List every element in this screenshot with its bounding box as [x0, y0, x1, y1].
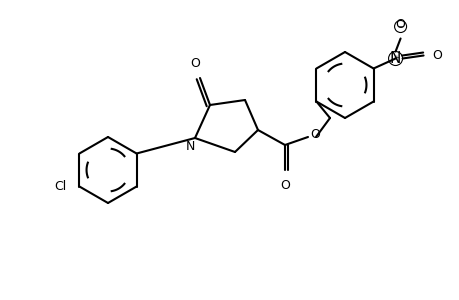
Text: N: N	[389, 51, 400, 66]
Text: −: −	[397, 23, 403, 29]
Text: O: O	[431, 49, 442, 62]
Text: +: +	[393, 55, 399, 61]
Text: O: O	[280, 179, 289, 192]
Text: O: O	[309, 128, 319, 140]
Text: O: O	[190, 57, 200, 70]
Text: Cl: Cl	[54, 180, 66, 193]
Text: N: N	[185, 140, 194, 152]
Text: O: O	[395, 17, 405, 31]
